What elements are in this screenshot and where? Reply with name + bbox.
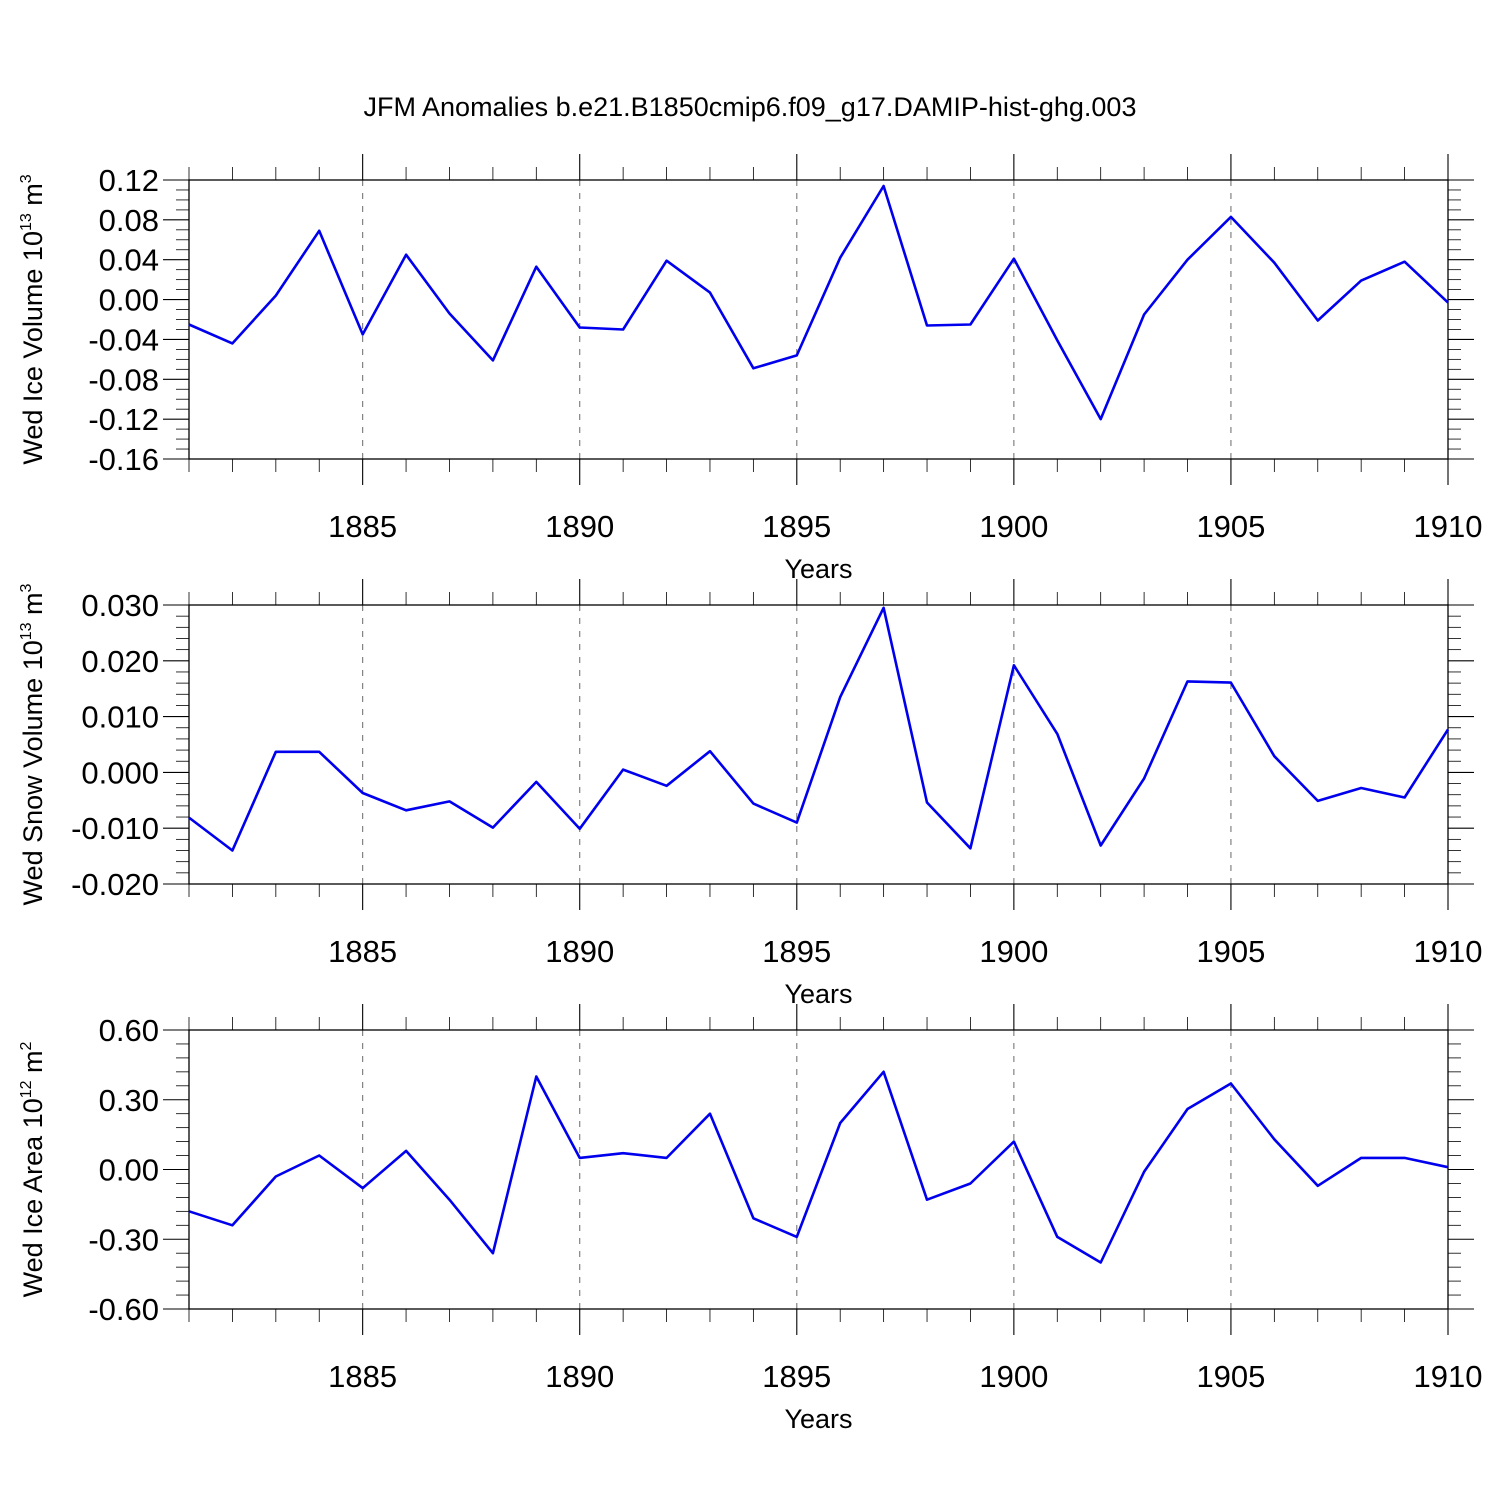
panel-3: 0.60 0.30 0.00 -0.30 -0.60 1885 1890 1895 1900 19… — [18, 1004, 1482, 1434]
x-axis-label: Years — [784, 979, 852, 1009]
y-tick-label: 0.00 — [99, 283, 159, 318]
y-tick-label: 0.010 — [81, 700, 159, 735]
x-tick-label: 1905 — [1196, 934, 1265, 969]
plot-frame — [188, 1029, 1449, 1310]
x-tick-label: 1895 — [762, 934, 831, 969]
x-tick-label: 1905 — [1196, 509, 1265, 544]
y-tick-label: 0.030 — [81, 588, 159, 623]
x-tick-label: 1910 — [1414, 509, 1483, 544]
x-tick-label: 1900 — [979, 1359, 1048, 1394]
y-axis-label: Wed Ice Area 1012 m2 — [18, 1041, 48, 1297]
series-line — [188, 1070, 1449, 1264]
y-tick-label: -0.30 — [88, 1222, 159, 1257]
y-tick-label: 0.000 — [81, 755, 159, 790]
y-axis-label: Wed Snow Volume 1013 m3 — [18, 583, 48, 905]
x-tick-label: 1890 — [545, 1359, 614, 1394]
y-tick-label: -0.16 — [88, 442, 159, 477]
series-line — [188, 606, 1450, 852]
y-tick-label: 0.60 — [99, 1013, 159, 1048]
y-tick-label: 0.00 — [99, 1153, 159, 1188]
x-tick-label: 1885 — [328, 934, 397, 969]
y-tick-label: -0.010 — [71, 811, 159, 846]
x-tick-label: 1890 — [545, 509, 614, 544]
y-tick-label: -0.04 — [88, 322, 159, 357]
x-tick-label: 1895 — [762, 1359, 831, 1394]
y-tick-label: 0.04 — [99, 243, 159, 278]
y-tick-label: 0.08 — [99, 203, 159, 238]
x-tick-label: 1885 — [328, 1359, 397, 1394]
x-tick-label: 1890 — [545, 934, 614, 969]
x-tick-label: 1910 — [1414, 934, 1483, 969]
y-tick-label: 0.30 — [99, 1083, 159, 1118]
x-tick-label: 1900 — [979, 509, 1048, 544]
panel-2: 0.030 0.020 0.010 0.000 -0.010 -0.020 1885 1890… — [18, 579, 1482, 1009]
plot-frame — [188, 179, 1449, 460]
y-tick-label: -0.08 — [88, 362, 159, 397]
y-tick-label: -0.020 — [71, 867, 159, 902]
x-tick-label: 1905 — [1196, 1359, 1265, 1394]
series-line — [188, 184, 1449, 421]
y-tick-label: -0.60 — [88, 1292, 159, 1327]
y-axis-label: Wed Ice Volume 1013 m3 — [18, 174, 48, 464]
x-tick-label: 1885 — [328, 509, 397, 544]
x-tick-label: 1900 — [979, 934, 1048, 969]
x-axis-label: Years — [784, 1404, 852, 1434]
panel-1: 0.12 0.08 0.04 0.00 -0.04 -0.08 -0.12 -0.16 1885… — [18, 154, 1482, 584]
x-tick-label: 1895 — [762, 509, 831, 544]
y-tick-label: -0.12 — [88, 402, 159, 437]
x-tick-label: 1910 — [1414, 1359, 1483, 1394]
x-axis-label: Years — [784, 554, 852, 584]
plot-frame — [188, 604, 1449, 885]
y-tick-label: 0.12 — [99, 163, 159, 198]
y-tick-label: 0.020 — [81, 644, 159, 679]
chart-title: JFM Anomalies b.e21.B1850cmip6.f09_g17.D… — [364, 92, 1137, 122]
